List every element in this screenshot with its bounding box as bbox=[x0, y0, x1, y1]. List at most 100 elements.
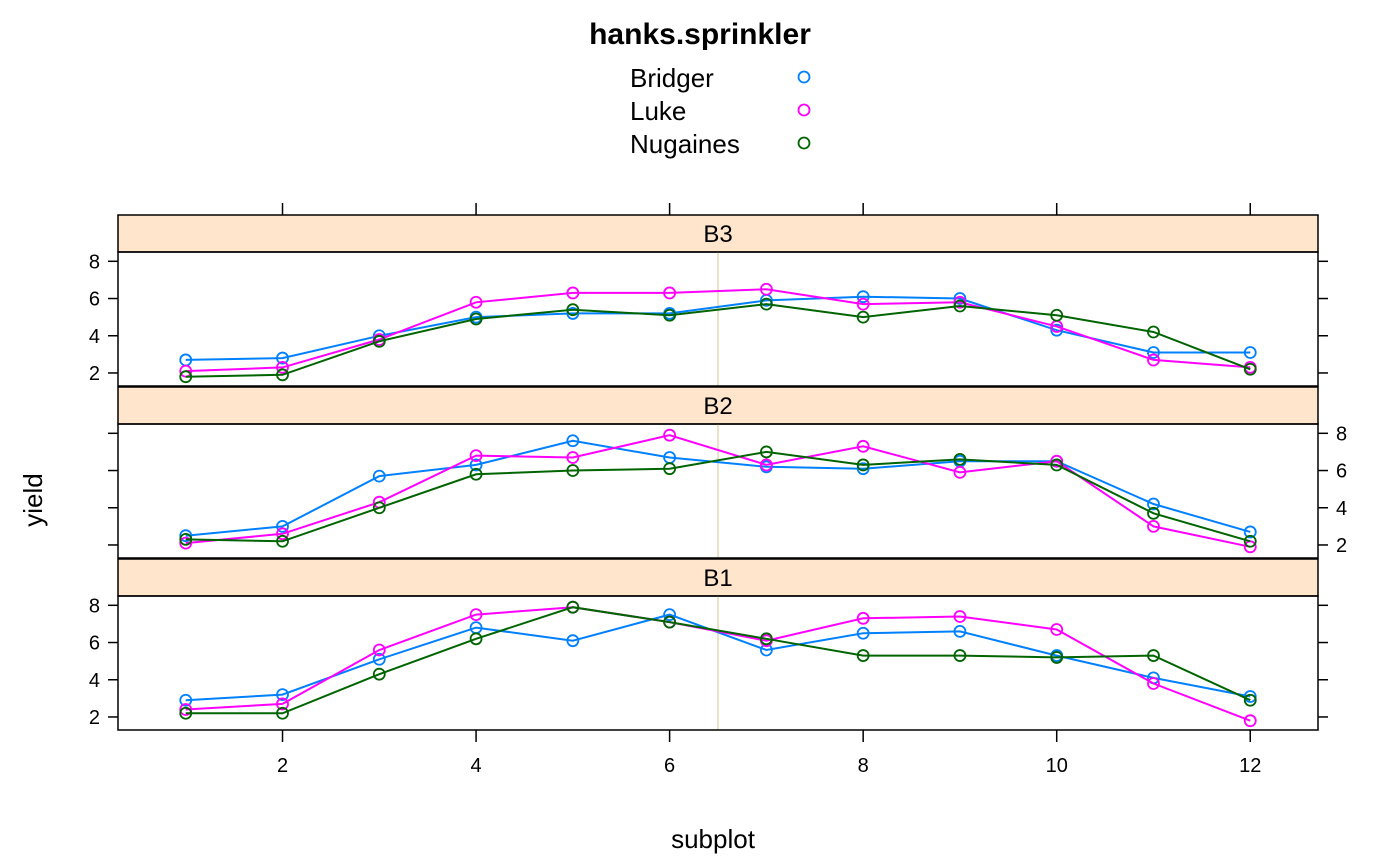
point-bridger-b2 bbox=[179, 529, 193, 543]
point-luke-b3 bbox=[276, 360, 289, 374]
point-nugaines-b1 bbox=[856, 649, 870, 662]
point-luke-b2 bbox=[1147, 519, 1160, 533]
point-nugaines-b2 bbox=[566, 464, 580, 477]
point-luke-b3 bbox=[1147, 353, 1160, 367]
point-bridger-b3 bbox=[856, 290, 870, 304]
point-bridger-b1 bbox=[566, 634, 580, 648]
point-luke-b1 bbox=[276, 697, 289, 711]
x-tick-label: 4 bbox=[471, 755, 482, 777]
point-bridger-b2 bbox=[276, 519, 289, 533]
point-luke-b1 bbox=[372, 643, 386, 657]
point-bridger-b3 bbox=[276, 351, 289, 365]
point-nugaines-b2 bbox=[1147, 506, 1160, 520]
legend: Bridger Luke Nugaines bbox=[630, 63, 811, 159]
y-tick-label-b2: 6 bbox=[1336, 461, 1347, 483]
panel-b1: B1 2 4 6 8 bbox=[89, 558, 1328, 731]
point-luke-b1 bbox=[856, 611, 870, 625]
point-nugaines-b1 bbox=[566, 600, 580, 614]
point-nugaines-b2 bbox=[1243, 534, 1257, 548]
point-bridger-b3 bbox=[953, 292, 967, 305]
legend-marker-nugaines bbox=[797, 136, 811, 150]
chart-title: hanks.sprinkler bbox=[589, 18, 811, 51]
point-bridger-b2 bbox=[469, 458, 483, 472]
point-nugaines-b3 bbox=[469, 312, 483, 326]
strip-label-b2: B2 bbox=[703, 393, 732, 420]
point-nugaines-b1 bbox=[372, 667, 386, 681]
legend-label-luke: Luke bbox=[630, 96, 686, 126]
point-luke-b2 bbox=[566, 451, 580, 464]
y-tick-label-b1: 4 bbox=[89, 670, 100, 692]
y-tick-label-b1: 2 bbox=[89, 707, 100, 729]
point-nugaines-b3 bbox=[276, 368, 289, 382]
point-nugaines-b2 bbox=[663, 462, 677, 476]
point-bridger-b2 bbox=[1147, 497, 1160, 511]
series-line-nugaines-b1 bbox=[185, 606, 1251, 715]
point-nugaines-b1 bbox=[1147, 649, 1160, 662]
y-tick-label-b1: 6 bbox=[89, 633, 100, 655]
y-tick-label-b2: 8 bbox=[1336, 423, 1347, 445]
panels: B3 2 4 6 8 B2 2 4 6 8 B1 2 4 6 8 2 4 6 8 10 12 bbox=[89, 203, 1347, 777]
x-tick-label: 6 bbox=[664, 755, 675, 777]
y-tick-label-b1: 8 bbox=[89, 595, 100, 617]
point-luke-b2 bbox=[1050, 454, 1064, 468]
point-bridger-b3 bbox=[1243, 346, 1257, 359]
point-nugaines-b1 bbox=[1243, 693, 1257, 707]
legend-marker-luke bbox=[797, 103, 811, 117]
y-tick-label-b3: 4 bbox=[89, 326, 100, 348]
point-luke-b1 bbox=[1050, 623, 1064, 636]
series-line-bridger-b2 bbox=[185, 439, 1251, 537]
point-nugaines-b3 bbox=[1147, 325, 1160, 339]
y-tick-label-b2: 4 bbox=[1336, 498, 1347, 520]
plot-frame-b1 bbox=[117, 595, 1319, 731]
x-tick-label: 2 bbox=[277, 755, 288, 777]
y-tick-label-b3: 6 bbox=[89, 289, 100, 311]
strip-b1 bbox=[117, 558, 1319, 597]
point-nugaines-b3 bbox=[372, 334, 386, 348]
legend-marker-bridger bbox=[797, 70, 811, 84]
point-nugaines-b1 bbox=[759, 632, 773, 646]
point-luke-b1 bbox=[469, 608, 483, 622]
point-nugaines-b2 bbox=[759, 445, 773, 459]
point-nugaines-b2 bbox=[179, 532, 193, 546]
plot-frame-b3 bbox=[117, 251, 1319, 387]
point-bridger-b1 bbox=[856, 626, 870, 640]
point-luke-b2 bbox=[663, 428, 677, 442]
point-nugaines-b2 bbox=[1050, 458, 1064, 472]
point-bridger-b2 bbox=[566, 434, 580, 448]
plot-frame-b2 bbox=[117, 423, 1319, 559]
point-luke-b2 bbox=[179, 536, 193, 550]
y-tick-label-b3: 2 bbox=[89, 363, 100, 385]
point-nugaines-b3 bbox=[953, 299, 967, 313]
point-luke-b2 bbox=[856, 439, 870, 453]
x-tick-label: 8 bbox=[858, 755, 869, 777]
point-nugaines-b3 bbox=[566, 303, 580, 317]
point-luke-b1 bbox=[1147, 677, 1160, 690]
point-bridger-b1 bbox=[179, 693, 193, 707]
point-nugaines-b1 bbox=[179, 706, 193, 720]
legend-label-nugaines: Nugaines bbox=[630, 129, 740, 159]
point-luke-b3 bbox=[759, 282, 773, 296]
point-nugaines-b1 bbox=[1050, 651, 1064, 664]
point-luke-b3 bbox=[566, 286, 580, 300]
point-luke-b3 bbox=[663, 286, 677, 300]
point-nugaines-b3 bbox=[1243, 362, 1257, 376]
point-bridger-b3 bbox=[1147, 346, 1160, 359]
panel-b2: B2 2 4 6 8 bbox=[108, 386, 1347, 559]
y-axis-label: yield bbox=[18, 473, 48, 526]
point-nugaines-b2 bbox=[372, 501, 386, 515]
strip-b2 bbox=[117, 386, 1319, 425]
point-nugaines-b1 bbox=[469, 632, 483, 646]
legend-label-bridger: Bridger bbox=[630, 63, 714, 93]
y-tick-label-b2: 2 bbox=[1336, 535, 1347, 557]
point-nugaines-b3 bbox=[1050, 308, 1064, 322]
x-axis-label: subplot bbox=[671, 824, 756, 854]
point-bridger-b2 bbox=[856, 462, 870, 476]
point-bridger-b2 bbox=[372, 469, 386, 483]
strip-b3 bbox=[117, 214, 1319, 253]
point-bridger-b1 bbox=[953, 624, 967, 638]
point-bridger-b3 bbox=[566, 307, 580, 320]
point-bridger-b1 bbox=[276, 688, 289, 702]
point-luke-b3 bbox=[856, 297, 870, 311]
point-nugaines-b2 bbox=[953, 452, 967, 466]
